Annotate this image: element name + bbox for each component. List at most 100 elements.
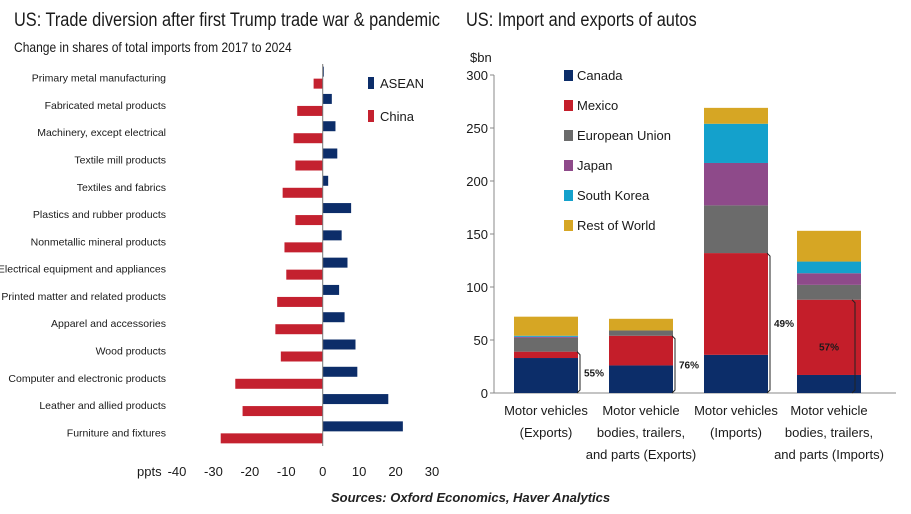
category-label: Leather and allied products <box>39 400 166 412</box>
asean-bar <box>322 257 348 268</box>
asean-bar <box>322 93 332 104</box>
mexico-segment <box>514 351 578 359</box>
y-tick-label: 0 <box>481 386 488 401</box>
y-tick-label: 300 <box>466 68 488 83</box>
legend-swatch <box>368 110 374 122</box>
legend-label: China <box>380 109 415 124</box>
mexico-segment <box>609 335 673 366</box>
china-bar <box>313 78 323 89</box>
asean-bar <box>322 339 356 350</box>
european-union-segment <box>797 284 861 300</box>
x-tick-label: -30 <box>204 464 223 479</box>
x-category-label: and parts (Exports) <box>586 447 697 462</box>
south-korea-segment <box>514 335 578 337</box>
left-chart-title: US: Trade diversion after first Trump tr… <box>14 10 440 31</box>
source-note: Sources: Oxford Economics, Haver Analyti… <box>331 490 611 505</box>
share-bracket <box>576 351 581 394</box>
china-bar <box>282 187 323 198</box>
legend-label: Canada <box>577 68 623 83</box>
category-label: Textiles and fabrics <box>77 182 166 194</box>
canada-segment <box>514 358 578 393</box>
x-category-label: (Imports) <box>710 425 762 440</box>
trade-diversion-chart: Primary metal manufacturing Fabricated me… <box>0 64 439 479</box>
share-bracket <box>671 335 676 394</box>
share-annotation: 76% <box>679 360 699 371</box>
asean-bar <box>322 394 389 405</box>
legend-label: European Union <box>577 128 671 143</box>
y-tick-label: 50 <box>474 333 488 348</box>
share-annotation: 49% <box>774 319 794 330</box>
category-label: Machinery, except electrical <box>37 127 166 139</box>
x-tick-label: -40 <box>168 464 187 479</box>
category-label: Wood products <box>96 346 166 358</box>
y-tick-label: 200 <box>466 174 488 189</box>
category-label: Plastics and rubber products <box>33 209 166 221</box>
share-bracket <box>851 299 856 394</box>
rest-of-world-segment <box>704 107 768 124</box>
x-category-label: bodies, trailers, <box>785 425 873 440</box>
legend-label: Rest of World <box>577 218 656 233</box>
x-category-label: (Exports) <box>520 425 573 440</box>
legend-swatch <box>564 190 573 201</box>
x-tick-label: -20 <box>240 464 259 479</box>
category-label: Furniture and fixtures <box>67 427 166 439</box>
x-tick-label: 10 <box>352 464 366 479</box>
y-tick-label: 100 <box>466 280 488 295</box>
legend-label: Mexico <box>577 98 618 113</box>
category-label: Nonmetallic mineral products <box>31 236 166 248</box>
china-bar <box>284 242 323 253</box>
asean-bar <box>322 366 358 377</box>
legend-swatch <box>368 77 374 89</box>
mexico-segment <box>704 253 768 355</box>
legend-label: Japan <box>577 158 612 173</box>
x-category-label: Motor vehicles <box>504 403 588 418</box>
asean-bar <box>322 312 345 323</box>
legend-swatch <box>564 160 573 171</box>
china-bar <box>220 433 323 444</box>
european-union-segment <box>514 337 578 352</box>
mexico-segment <box>797 299 861 375</box>
china-bar <box>242 406 323 417</box>
china-bar <box>286 269 323 280</box>
south-korea-segment <box>797 261 861 274</box>
x-category-label: Motor vehicle <box>602 403 679 418</box>
china-bar <box>275 324 323 335</box>
legend-swatch <box>564 220 573 231</box>
share-bracket <box>766 252 771 394</box>
y-axis-label: $bn <box>470 50 492 65</box>
china-bar <box>297 105 323 116</box>
asean-bar <box>322 230 342 241</box>
x-axis-label: ppts <box>137 464 162 479</box>
legend-label: South Korea <box>577 188 650 203</box>
x-tick-label: -10 <box>277 464 296 479</box>
x-tick-label: 20 <box>388 464 402 479</box>
china-bar <box>295 160 323 171</box>
category-label: Computer and electronic products <box>8 373 166 385</box>
canada-segment <box>609 365 673 393</box>
x-tick-label: 30 <box>425 464 439 479</box>
legend-label: ASEAN <box>380 76 424 91</box>
asean-bar <box>322 175 329 186</box>
left-chart-subtitle: Change in shares of total imports from 2… <box>14 39 292 55</box>
autos-stacked-chart: 0 50 100 150 200 250 300 $bn Motor vehicles (Expo… <box>466 50 896 462</box>
canada-segment <box>704 354 768 393</box>
category-label: Fabricated metal products <box>45 100 166 112</box>
y-tick-label: 150 <box>466 227 488 242</box>
category-label: Printed matter and related products <box>1 291 166 303</box>
legend-swatch <box>564 100 573 111</box>
y-tick-label: 250 <box>466 121 488 136</box>
x-category-label: and parts (Imports) <box>774 447 884 462</box>
asean-bar <box>322 121 336 132</box>
rest-of-world-segment <box>514 316 578 336</box>
china-bar <box>277 296 323 307</box>
canada-segment <box>797 374 861 393</box>
european-union-segment <box>609 330 673 336</box>
category-label: Primary metal manufacturing <box>32 73 166 85</box>
x-category-label: Motor vehicles <box>694 403 778 418</box>
right-chart-title: US: Import and exports of autos <box>466 10 697 31</box>
japan-segment <box>514 336 578 338</box>
category-label: Electrical equipment and appliances <box>0 264 166 276</box>
european-union-segment <box>704 205 768 254</box>
rest-of-world-segment <box>797 230 861 262</box>
asean-bar <box>322 421 403 432</box>
